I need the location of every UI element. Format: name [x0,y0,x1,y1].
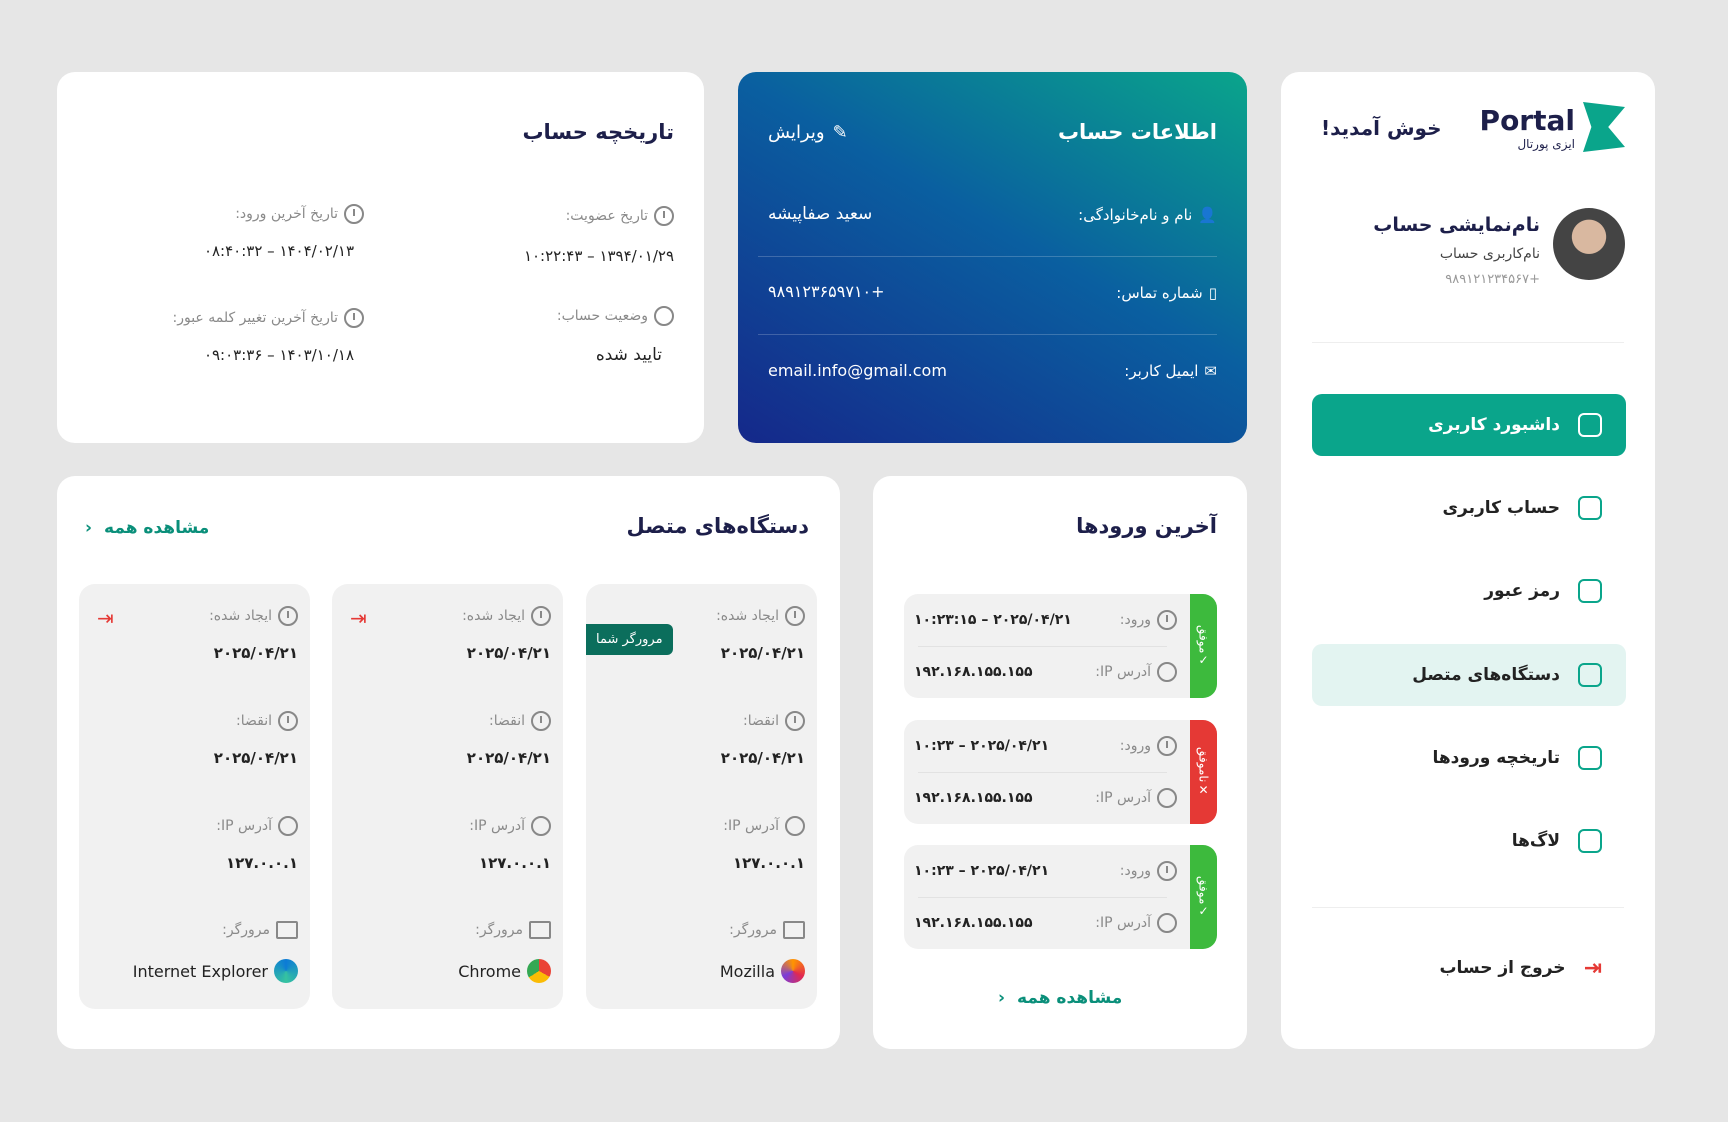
connected-devices-card: دستگاه‌های متصل مشاهده همه ‹ ایجاد شده: ۲۰… [57,476,840,1049]
last-logins-card: آخرین ورودها موفق ✓ ورود: ۲۰۲۵/۰۴/۲۱ – ۱… [873,476,1247,1049]
phone-value: +۹۸۹۱۲۳۶۵۹۷۱۰ [768,282,885,301]
divider [918,772,1167,773]
chevron-left-icon: ‹ [998,988,1006,1008]
clock-icon [654,206,674,226]
login-status-badge: موفق ✓ [1190,845,1217,949]
sidebar-item-4[interactable]: تاریخچه ورودها [1312,727,1626,789]
login-status-badge: ناموفق ✕ [1190,720,1217,824]
logout-icon: ⇥ [1583,955,1602,981]
user-phone: +۹۸۹۱۲۱۲۳۴۵۶۷ [1445,272,1540,287]
email-value: email.info@gmail.com [768,361,947,380]
pencil-icon: ✎ [832,122,848,143]
edge-icon [274,959,298,983]
account-status: تایید شده [595,345,662,365]
display-name: نام‌نمایشی حساب [1373,214,1540,236]
monitor-icon [1578,663,1602,687]
shield-icon [654,306,674,326]
chevron-left-icon: ‹ [85,518,93,538]
logout-device-button[interactable]: ⇥ [350,606,367,630]
logo: Portal ایزی پورتال [1480,102,1625,152]
clock-icon [278,711,298,731]
devices-view-all-link[interactable]: مشاهده همه ‹ [85,518,210,538]
ip-pin-icon [1157,788,1177,808]
logo-mark-icon [1583,102,1625,152]
user-icon [1578,496,1602,520]
clock-icon [1157,861,1177,881]
ip-pin-icon [1157,662,1177,682]
divider [1312,907,1624,908]
login-item: ناموفق ✕ ورود: ۲۰۲۵/۰۴/۲۱ – ۱۰:۲۳ آدرس I… [904,720,1217,824]
clock-icon [278,606,298,626]
phone-icon: ▯ [1208,284,1217,302]
login-status-badge: موفق ✓ [1190,594,1217,698]
divider [1312,342,1624,343]
clock-icon [344,204,364,224]
last-login-date: ۱۴۰۴/۰۲/۱۳ – ۰۸:۴۰:۳۲ [203,242,354,260]
ip-pin-icon [278,816,298,836]
ip-pin-icon [531,816,551,836]
sidebar-item-0[interactable]: داشبورد کاربری [1312,394,1626,456]
logins-view-all-link[interactable]: مشاهده همه ‹ [998,988,1123,1008]
logins-title: آخرین ورودها [1076,514,1217,538]
login-item: موفق ✓ ورود: ۲۰۲۵/۰۴/۲۱ – ۱۰:۲۳:۱۵ آدرس … [904,594,1217,698]
mail-icon: ✉ [1204,362,1217,380]
devices-title: دستگاه‌های متصل [626,514,809,538]
divider [918,646,1167,647]
upload-icon [1578,746,1602,770]
sidebar-item-2[interactable]: رمز عبور [1312,560,1626,622]
sidebar-item-3[interactable]: دستگاه‌های متصل [1312,644,1626,706]
avatar [1553,208,1625,280]
device-card: ایجاد شده: ۲۰۲۵/۰۴/۲۱ انقضا: ۲۰۲۵/۰۴/۲۱ آدرس… [332,584,563,1009]
join-date: ۱۳۹۴/۰۱/۲۹ – ۱۰:۲۲:۴۳ [523,247,674,265]
clock-icon [531,606,551,626]
divider [758,256,1217,257]
login-item: موفق ✓ ورود: ۲۰۲۵/۰۴/۲۱ – ۱۰:۲۳ آدرس IP:… [904,845,1217,949]
clock-icon [1157,736,1177,756]
chrome-icon [527,959,551,983]
logout-button[interactable]: ⇥ خروج از حساب [1439,955,1602,981]
user-icon: 👤 [1198,206,1217,224]
username: نام‌کاربری حساب [1439,246,1540,262]
clock-icon [785,606,805,626]
cloud-icon [1578,829,1602,853]
browser-window-icon [529,921,551,939]
clock-icon [1157,610,1177,630]
divider [918,897,1167,898]
sidebar-item-1[interactable]: حساب کاربری [1312,477,1626,539]
ip-pin-icon [785,816,805,836]
divider [758,334,1217,335]
name-value: سعید صفاپیشه [768,204,873,224]
account-info-card: اطلاعات حساب ✎ ویرایش 👤 نام و نام‌خانوادگی… [738,72,1247,443]
password-change-date: ۱۴۰۳/۱۰/۱۸ – ۰۹:۰۳:۳۶ [203,346,354,364]
ip-pin-icon [1157,913,1177,933]
welcome-text: خوش آمدید! [1321,116,1442,140]
account-info-title: اطلاعات حساب [1057,120,1217,144]
clock-icon [531,711,551,731]
lock-icon [1578,579,1602,603]
logout-device-button[interactable]: ⇥ [97,606,114,630]
current-browser-badge: مرورگر شما [586,624,673,655]
sidebar: Portal ایزی پورتال خوش آمدید! نام‌نمایشی … [1281,72,1655,1049]
device-card: ایجاد شده: ۲۰۲۵/۰۴/۲۱ انقضا: ۲۰۲۵/۰۴/۲۱ آدرس… [586,584,817,1009]
firefox-icon [781,959,805,983]
account-history-card: تاریخچه حساب تاریخ عضویت: ۱۳۹۴/۰۱/۲۹ – ۱… [57,72,704,443]
clock-icon [785,711,805,731]
dashboard-icon [1578,413,1602,437]
browser-window-icon [783,921,805,939]
clock-icon [344,308,364,328]
edit-button[interactable]: ✎ ویرایش [768,122,848,143]
sidebar-item-5[interactable]: لاگ‌ها [1312,810,1626,872]
browser-window-icon [276,921,298,939]
history-title: تاریخچه حساب [522,120,674,144]
device-card: ایجاد شده: ۲۰۲۵/۰۴/۲۱ انقضا: ۲۰۲۵/۰۴/۲۱ آدرس… [79,584,310,1009]
